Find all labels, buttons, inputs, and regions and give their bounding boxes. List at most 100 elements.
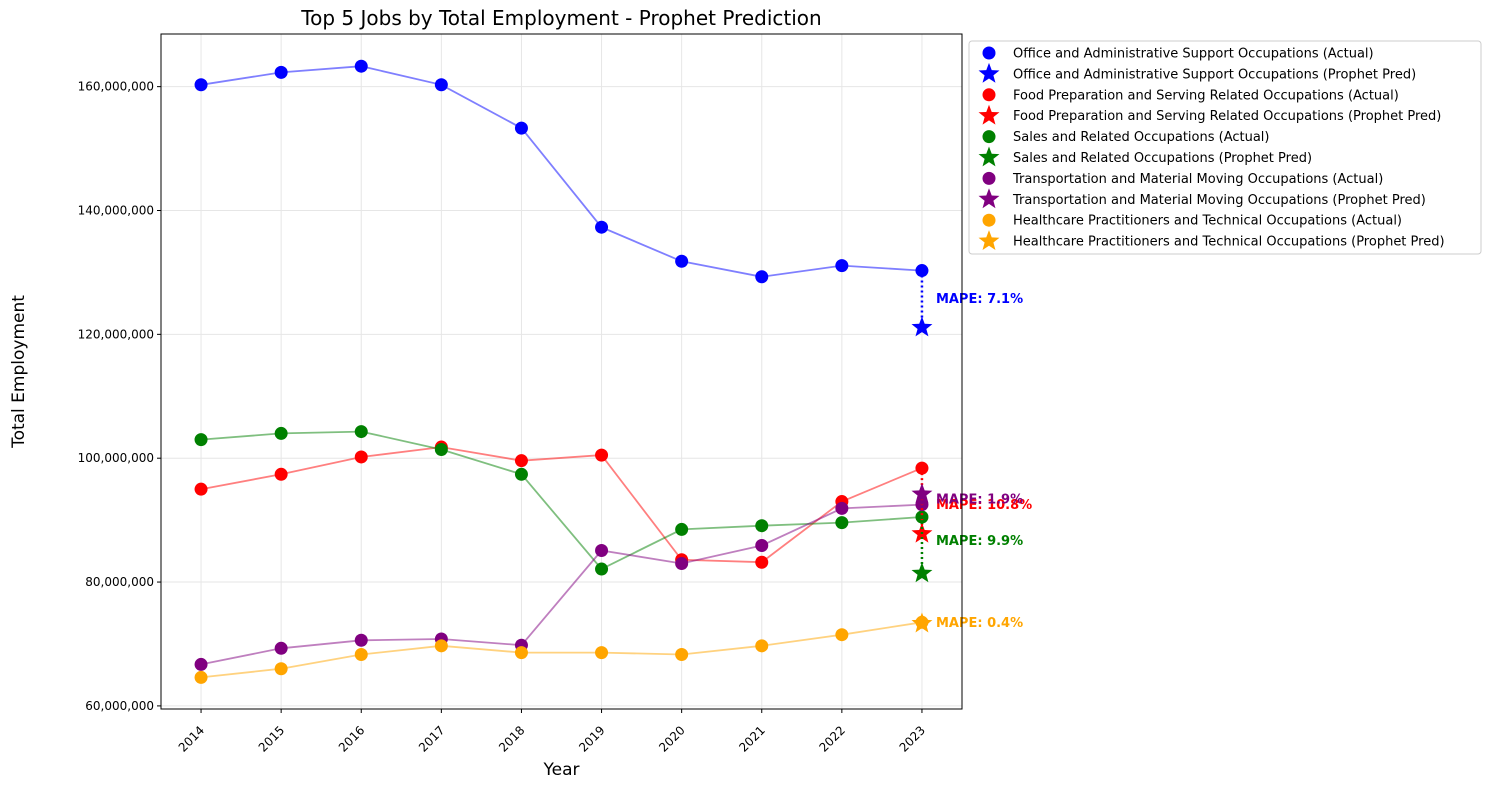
data-point bbox=[835, 501, 849, 515]
data-point bbox=[354, 59, 368, 73]
data-point bbox=[354, 633, 368, 647]
x-tick-label: 2017 bbox=[416, 723, 447, 754]
legend-label-actual: Transportation and Material Moving Occup… bbox=[1012, 172, 1383, 187]
data-point bbox=[354, 425, 368, 439]
data-point bbox=[194, 670, 208, 684]
series-line bbox=[200, 503, 922, 666]
y-axis-ticks: 60,000,000 80,000,000 100,000,000 120,000,0… bbox=[78, 80, 161, 713]
x-tick-label: 2021 bbox=[736, 723, 767, 754]
y-tick-label: 80,000,000 bbox=[85, 575, 154, 589]
mape-layer: MAPE: 7.1% MAPE: 10.8% MAPE: 9.9% MAPE: 1.9… bbox=[911, 270, 1032, 633]
plot-frame bbox=[160, 33, 963, 710]
legend-label-actual: Healthcare Practitioners and Technical O… bbox=[1013, 214, 1402, 229]
x-tick-label: 2016 bbox=[336, 723, 367, 754]
x-tick-label: 2020 bbox=[656, 723, 687, 754]
data-point bbox=[434, 639, 448, 653]
legend-label-actual: Food Preparation and Serving Related Occ… bbox=[1013, 88, 1399, 103]
legend-label-prediction: Food Preparation and Serving Related Occ… bbox=[1013, 109, 1441, 124]
x-tick-label: 2014 bbox=[176, 723, 207, 754]
data-point bbox=[755, 270, 769, 284]
legend-marker-actual bbox=[982, 130, 996, 144]
grid-layer bbox=[161, 34, 962, 709]
data-point bbox=[274, 426, 288, 440]
prediction-star bbox=[911, 316, 933, 337]
mape-label: MAPE: 7.1% bbox=[936, 292, 1023, 307]
data-point bbox=[595, 562, 609, 576]
data-point bbox=[514, 467, 528, 481]
legend-marker-prediction bbox=[978, 62, 1000, 83]
legend-marker-actual bbox=[982, 213, 996, 227]
legend-label-prediction: Sales and Related Occupations (Prophet P… bbox=[1013, 151, 1312, 166]
legend: Office and Administrative Support Occupa… bbox=[968, 40, 1482, 255]
legend-marker-prediction bbox=[978, 230, 1000, 250]
x-tick-label: 2018 bbox=[496, 723, 527, 754]
data-point bbox=[595, 448, 609, 462]
data-point bbox=[274, 467, 288, 481]
data-point bbox=[514, 454, 528, 468]
data-point bbox=[194, 482, 208, 496]
x-tick-label: 2019 bbox=[576, 723, 607, 754]
mape-label: MAPE: 0.4% bbox=[936, 616, 1023, 631]
prediction-star bbox=[911, 562, 933, 583]
series-line bbox=[201, 621, 923, 679]
legend-label-prediction: Office and Administrative Support Occupa… bbox=[1013, 67, 1416, 82]
data-point bbox=[755, 639, 769, 653]
data-point bbox=[194, 433, 208, 447]
data-point bbox=[675, 522, 689, 536]
series-layer bbox=[194, 59, 929, 684]
data-point bbox=[354, 648, 368, 662]
x-axis-title: Year bbox=[543, 760, 580, 780]
prediction-star bbox=[911, 483, 933, 504]
legend-marker-actual bbox=[982, 88, 996, 102]
data-point bbox=[434, 443, 448, 457]
x-tick-label: 2022 bbox=[816, 723, 847, 754]
mape-label: MAPE: 1.9% bbox=[936, 492, 1023, 507]
legend-label-actual: Office and Administrative Support Occupa… bbox=[1013, 47, 1374, 62]
data-point bbox=[514, 121, 528, 135]
data-point bbox=[434, 78, 448, 92]
x-axis-ticks: 2014 2015 2016 2017 2018 2019 2020 2021 2022 2023 bbox=[176, 709, 928, 755]
data-point bbox=[675, 254, 689, 268]
data-point bbox=[675, 648, 689, 662]
legend-marker-actual bbox=[982, 46, 996, 60]
legend-marker-prediction bbox=[978, 188, 1000, 209]
legend-marker-prediction bbox=[978, 104, 1000, 125]
data-point bbox=[194, 657, 208, 671]
y-axis-title: Total Employment bbox=[9, 295, 29, 449]
data-point bbox=[274, 641, 288, 655]
y-tick-label: 140,000,000 bbox=[78, 203, 154, 217]
y-tick-label: 120,000,000 bbox=[78, 327, 154, 341]
legend-marker-actual bbox=[982, 171, 996, 185]
mape-label: MAPE: 10.8% bbox=[936, 498, 1032, 513]
legend-label-actual: Sales and Related Occupations (Actual) bbox=[1013, 130, 1270, 145]
chart-title: Top 5 Jobs by Total Employment - Prophet… bbox=[300, 6, 821, 30]
data-point bbox=[835, 259, 849, 273]
legend-label-prediction: Healthcare Practitioners and Technical O… bbox=[1013, 235, 1445, 250]
data-point bbox=[595, 220, 609, 234]
data-point bbox=[595, 646, 609, 660]
series-line bbox=[201, 430, 922, 571]
series-line bbox=[200, 65, 922, 278]
data-point bbox=[274, 65, 288, 79]
prediction-star bbox=[911, 612, 933, 633]
data-point bbox=[835, 628, 849, 642]
mape-label: MAPE: 9.9% bbox=[936, 534, 1023, 549]
series-line bbox=[200, 446, 923, 564]
data-point bbox=[595, 543, 609, 557]
data-point bbox=[755, 539, 769, 553]
legend-box bbox=[968, 40, 1482, 255]
legend-marker-prediction bbox=[978, 146, 1000, 167]
y-tick-label: 100,000,000 bbox=[78, 451, 154, 465]
data-point bbox=[755, 519, 769, 533]
data-point bbox=[755, 555, 769, 569]
data-point bbox=[354, 450, 368, 464]
legend-label-prediction: Transportation and Material Moving Occup… bbox=[1012, 193, 1426, 208]
data-point bbox=[675, 556, 689, 570]
y-tick-label: 60,000,000 bbox=[85, 699, 154, 713]
x-tick-label: 2015 bbox=[256, 723, 287, 754]
data-point bbox=[514, 646, 528, 660]
data-point bbox=[835, 516, 849, 530]
x-tick-label: 2023 bbox=[897, 723, 928, 754]
y-tick-label: 160,000,000 bbox=[78, 80, 154, 94]
